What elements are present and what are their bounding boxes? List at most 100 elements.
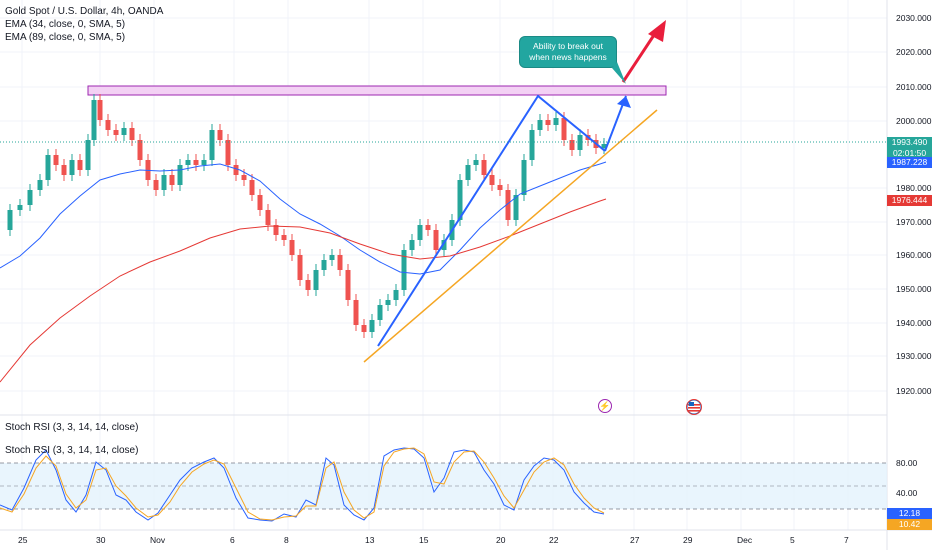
time-axis-label: 6 [230, 535, 235, 545]
candle-body [217, 130, 223, 140]
candle-body [313, 270, 319, 290]
candle-body [209, 130, 215, 160]
candle-body [97, 100, 103, 120]
candle-body [241, 175, 247, 180]
wedge-pattern-line[interactable] [377, 94, 606, 347]
candle-body [353, 300, 359, 325]
time-axis-label: 25 [18, 535, 28, 545]
price-axis[interactable]: 2030.000 2020.000 2010.000 2000.000 1980.000… [896, 13, 932, 396]
bar-countdown: 02:01:50 [892, 148, 927, 158]
ema89-price-tag: 1976.444 [887, 195, 932, 206]
candle-body [553, 118, 559, 125]
candle-body [497, 185, 503, 190]
candle-body [521, 160, 527, 195]
time-axis-label: Nov [150, 535, 166, 545]
candle-body [321, 260, 327, 270]
candle-body [369, 320, 375, 332]
candle-body [489, 175, 495, 185]
time-axis-label: 27 [630, 535, 640, 545]
time-axis-label: Dec [737, 535, 753, 545]
candle-body [69, 160, 75, 175]
callout-line-1: Ability to break out [533, 41, 603, 51]
red-arrowhead [648, 20, 666, 42]
candle-body [61, 165, 67, 175]
candle-body [137, 140, 143, 160]
time-axis-label: 15 [419, 535, 429, 545]
price-axis-label: 2000.000 [896, 116, 932, 126]
time-axis-label: 29 [683, 535, 693, 545]
price-axis-label: 1960.000 [896, 250, 932, 260]
time-axis-label: 20 [496, 535, 506, 545]
candlestick-series [7, 94, 607, 338]
stoch-level-40: 40.00 [896, 488, 918, 498]
candle-body [505, 190, 511, 220]
candle-body [409, 240, 415, 250]
price-axis-label: 1940.000 [896, 318, 932, 328]
stoch-d-tag: 10.42 [887, 519, 932, 530]
candle-body [473, 160, 479, 165]
stoch-d-line [0, 447, 605, 521]
candle-body [161, 175, 167, 190]
ema89-legend[interactable]: EMA (89, close, 0, SMA, 5) [5, 32, 126, 43]
red-arrow-line[interactable] [621, 31, 658, 83]
candle-body [561, 118, 567, 140]
breakout-arrowhead [617, 96, 631, 108]
candle-body [17, 205, 23, 210]
candle-body [297, 255, 303, 280]
time-axis-label: 8 [284, 535, 289, 545]
price-axis-label: 1920.000 [896, 386, 932, 396]
stoch-level-80: 80.00 [896, 458, 918, 468]
candle-body [513, 195, 519, 220]
annotation-callout[interactable]: Ability to break out when news happens [519, 36, 617, 68]
candle-body [37, 180, 43, 190]
candle-body [537, 120, 543, 130]
stoch-legend-2[interactable]: Stoch RSI (3, 3, 14, 14, close) [5, 445, 139, 456]
last-price-tag: 1993.490 02:01:50 [887, 137, 932, 159]
stoch-legend-1[interactable]: Stoch RSI (3, 3, 14, 14, close) [5, 422, 139, 433]
candle-body [45, 155, 51, 180]
candle-body [27, 190, 33, 205]
ema34-line [0, 161, 607, 275]
candle-body [257, 195, 263, 210]
time-axis-label: 13 [365, 535, 375, 545]
lightning-icon[interactable]: ⚡ [598, 399, 612, 413]
resistance-zone[interactable] [87, 85, 667, 96]
price-axis-label: 2010.000 [896, 82, 932, 92]
candle-body [601, 144, 607, 148]
candle-body [345, 270, 351, 300]
stoch-k-tag: 12.18 [887, 508, 932, 519]
candle-body [441, 240, 447, 250]
candle-body [361, 325, 367, 332]
candle-body [417, 225, 423, 240]
candle-body [401, 250, 407, 290]
candle-body [393, 290, 399, 300]
candle-body [193, 160, 199, 165]
ascending-trendline[interactable] [363, 109, 658, 363]
us-flag-icon[interactable] [686, 399, 702, 415]
candle-body [289, 240, 295, 255]
candle-body [7, 210, 13, 230]
time-axis[interactable]: 25 30 Nov 6 8 13 15 20 22 27 29 Dec 5 7 [18, 535, 849, 545]
candle-body [265, 210, 271, 225]
symbol-title[interactable]: Gold Spot / U.S. Dollar, 4h, OANDA [5, 6, 164, 17]
ema34-legend[interactable]: EMA (34, close, 0, SMA, 5) [5, 19, 126, 30]
price-axis-label: 1930.000 [896, 351, 932, 361]
candle-body [53, 155, 59, 165]
candle-body [385, 300, 391, 305]
callout-line-2: when news happens [529, 52, 607, 62]
candle-body [249, 180, 255, 195]
candle-body [329, 255, 335, 260]
candle-body [377, 305, 383, 320]
chart-legend[interactable]: Gold Spot / U.S. Dollar, 4h, OANDA EMA (… [5, 5, 163, 44]
last-price-value: 1993.490 [891, 137, 928, 147]
price-axis-label: 1970.000 [896, 217, 932, 227]
candle-body [185, 160, 191, 165]
candle-body [129, 128, 135, 140]
candle-body [481, 160, 487, 175]
candle-body [225, 140, 231, 165]
candle-body [457, 180, 463, 220]
candle-body [121, 128, 127, 135]
candle-body [91, 100, 97, 140]
price-axis-label: 2030.000 [896, 13, 932, 23]
